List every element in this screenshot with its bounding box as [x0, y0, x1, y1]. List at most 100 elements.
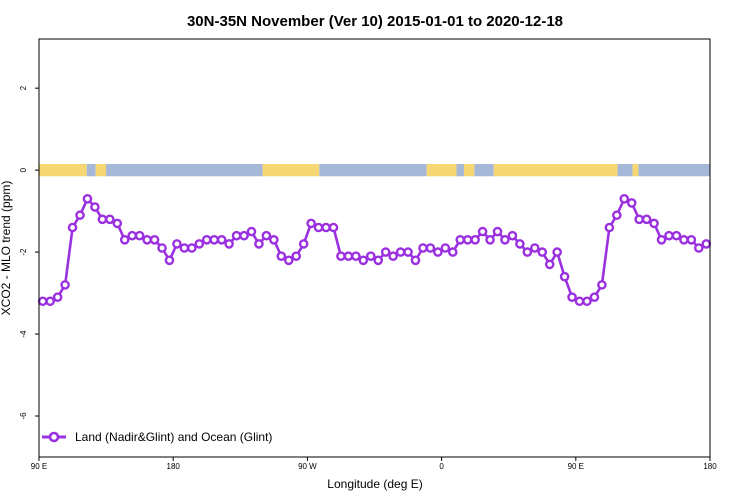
data-point: [597, 280, 607, 290]
data-point: [261, 230, 272, 241]
y-tick-label: 2: [19, 85, 28, 90]
legend-label: Land (Nadir&Glint) and Ocean (Glint): [75, 430, 272, 444]
data-point: [105, 214, 115, 225]
land-band-segment: [262, 163, 320, 177]
data-point: [313, 222, 324, 233]
plot-frame: [38, 38, 711, 458]
data-point: [701, 239, 712, 249]
data-point: [269, 235, 279, 245]
data-point: [365, 251, 376, 261]
data-point: [410, 255, 421, 266]
data-point: [477, 226, 488, 237]
data-point: [328, 222, 339, 233]
data-point: [358, 255, 369, 266]
y-tick-label: -6: [19, 412, 28, 420]
ocean-band-segment: [474, 163, 494, 177]
data-point: [231, 230, 242, 241]
data-point: [619, 194, 630, 204]
data-point: [567, 292, 577, 302]
y-tick-label: 0: [19, 167, 28, 172]
x-axis-label: Longitude (deg E): [327, 477, 422, 491]
data-point: [388, 251, 398, 261]
data-point: [52, 292, 63, 302]
land-band-segment: [463, 163, 475, 177]
data-series-line: [37, 194, 712, 307]
data-point: [626, 198, 637, 208]
y-tick-label: -2: [19, 248, 28, 256]
data-point: [112, 218, 123, 229]
data-point: [470, 235, 480, 245]
x-tick-label: 180: [703, 462, 717, 471]
x-tick-label: 90 E: [568, 462, 584, 471]
data-point: [500, 235, 510, 245]
data-point: [90, 202, 100, 212]
y-axis: 2 0 -2 -4 -6: [19, 85, 39, 420]
data-point: [97, 214, 108, 225]
data-point: [529, 243, 540, 253]
data-point: [172, 239, 182, 249]
data-point: [291, 251, 302, 261]
ocean-band-segment: [86, 163, 96, 177]
data-point: [224, 239, 234, 249]
data-point: [649, 218, 659, 229]
data-point: [306, 218, 316, 229]
x-tick-label: 90 W: [298, 462, 317, 471]
data-point: [425, 243, 436, 253]
data-point: [134, 230, 145, 241]
chart-title: 30N-35N November (Ver 10) 2015-01-01 to …: [187, 13, 563, 30]
data-point: [380, 247, 391, 257]
data-point: [507, 230, 518, 241]
data-point: [187, 243, 197, 253]
data-point: [283, 255, 294, 266]
series-line: [42, 197, 707, 303]
data-point: [604, 222, 615, 233]
x-tick-label: 0: [439, 462, 444, 471]
data-point: [179, 243, 190, 253]
data-point: [351, 251, 361, 261]
data-point: [537, 247, 548, 257]
data-point: [298, 239, 309, 249]
data-point: [589, 292, 600, 302]
data-point: [373, 255, 384, 266]
data-point: [75, 210, 85, 221]
data-point: [142, 235, 152, 245]
data-point: [515, 239, 525, 249]
data-point: [343, 251, 354, 261]
data-point: [276, 251, 287, 261]
data-point: [433, 247, 443, 257]
data-point: [321, 222, 331, 233]
data-point: [164, 255, 175, 266]
data-point: [664, 230, 674, 241]
land-band-segment: [426, 163, 457, 177]
data-point: [612, 210, 622, 221]
data-point: [395, 247, 406, 257]
ocean-band-segment: [319, 163, 427, 177]
data-point: [201, 235, 212, 245]
data-point: [679, 235, 689, 245]
ocean-band-segment: [106, 163, 263, 177]
data-point: [403, 247, 413, 257]
data-point: [239, 230, 249, 241]
data-point: [246, 226, 257, 237]
data-point: [582, 296, 592, 307]
land-band-segment: [95, 163, 107, 177]
data-point: [45, 296, 55, 307]
y-axis-label: XCO2 - MLO trend (ppm): [0, 181, 13, 316]
data-point: [634, 214, 644, 225]
x-axis: 90 E 180 90 W 0 90 E 180: [31, 457, 717, 471]
legend: Land (Nadir&Glint) and Ocean (Glint): [42, 430, 272, 444]
land-band-segment: [39, 163, 87, 177]
data-point: [492, 226, 503, 237]
land-band-segment: [632, 163, 639, 177]
data-point: [559, 271, 570, 282]
data-point: [522, 247, 533, 257]
data-point: [440, 243, 451, 253]
data-point: [209, 235, 220, 245]
data-point: [574, 296, 585, 307]
legend-marker-swatch: [48, 431, 60, 443]
data-point: [336, 251, 346, 261]
data-point: [455, 235, 466, 245]
x-tick-label: 180: [167, 462, 181, 471]
data-point: [119, 235, 130, 245]
